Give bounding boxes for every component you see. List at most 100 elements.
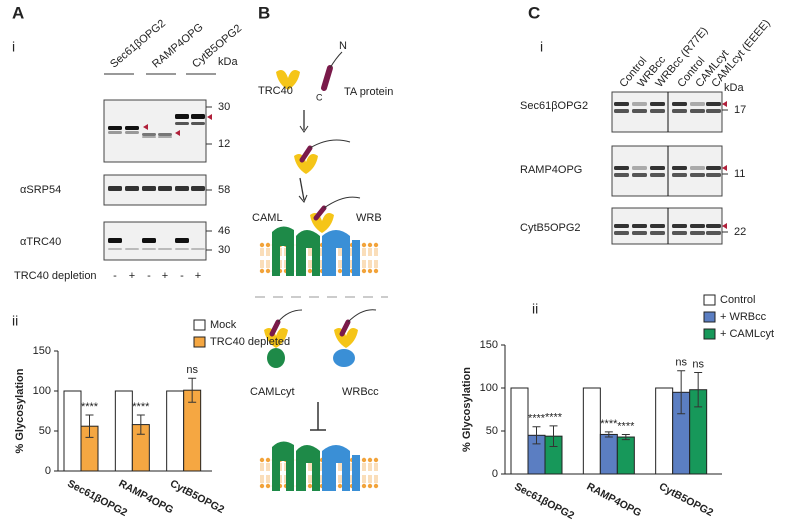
y-tick-label: 100 <box>33 385 51 397</box>
lipid-head <box>373 268 379 274</box>
band <box>108 186 122 191</box>
band <box>158 248 172 250</box>
kda-marker: 30 <box>218 244 230 256</box>
significance-label: **** <box>545 412 563 424</box>
lipid-head <box>361 457 367 463</box>
error-bar <box>677 370 686 415</box>
band <box>672 102 687 106</box>
significance-label: **** <box>81 401 99 413</box>
lipid-head <box>259 242 265 248</box>
lipid-tail <box>362 463 366 483</box>
lipid-head <box>259 268 265 274</box>
significance-label: ns <box>692 358 704 370</box>
panel-label: B <box>258 3 270 22</box>
error-bar <box>694 372 703 408</box>
band <box>142 238 156 243</box>
band <box>142 136 156 138</box>
band <box>650 109 665 113</box>
band <box>690 166 705 170</box>
band <box>191 122 205 125</box>
lipid-head <box>337 483 343 489</box>
lipid-head <box>367 268 373 274</box>
antibody-label: αTRC40 <box>20 236 61 248</box>
lipid-head <box>259 483 265 489</box>
lipid-tail <box>368 248 372 268</box>
kda-marker: 30 <box>218 101 230 113</box>
diagram-label: TA protein <box>344 86 393 98</box>
band <box>125 131 139 134</box>
band <box>672 109 687 113</box>
bar <box>655 387 674 475</box>
lipid-head <box>265 457 271 463</box>
band <box>108 126 122 130</box>
kda-marker: 58 <box>218 184 230 196</box>
band <box>142 186 156 191</box>
lipid-head <box>361 268 367 274</box>
band <box>142 248 156 250</box>
lipid-tail <box>266 248 270 268</box>
band <box>614 109 629 113</box>
y-tick-label: 150 <box>480 339 498 351</box>
arrowhead <box>143 124 148 130</box>
band <box>125 248 139 250</box>
lipid-tail <box>260 463 264 483</box>
x-tick-label: Sec61βOPG2 <box>512 481 576 523</box>
significance-label: **** <box>132 401 150 413</box>
sub-label: i <box>12 39 15 55</box>
sub-label: i <box>540 39 543 55</box>
band <box>690 109 705 113</box>
x-tick-label: RAMP4OPG <box>585 481 644 520</box>
legend-swatch <box>193 336 206 348</box>
diagram-label: CAMLcyt <box>250 386 295 398</box>
diagram-label: C <box>316 92 323 102</box>
diagram-label: WRB <box>356 212 382 224</box>
lipid-tail <box>260 248 264 268</box>
lipid-head <box>367 483 373 489</box>
y-tick-label: 50 <box>39 425 51 437</box>
panel-label: C <box>528 3 540 22</box>
error-bar <box>549 425 558 447</box>
y-tick-label: 100 <box>480 382 498 394</box>
lipid-head <box>265 483 271 489</box>
lipid-head <box>259 457 265 463</box>
band <box>650 231 665 235</box>
blot-label: CytB5OPG2 <box>520 222 581 234</box>
band <box>672 231 687 235</box>
diagram-label: TRC40 <box>258 85 293 97</box>
band <box>632 109 647 113</box>
legend-label: + CAMLcyt <box>720 328 774 340</box>
band <box>191 114 205 119</box>
y-axis-title: % Glycosylation <box>14 368 26 453</box>
band <box>672 173 687 177</box>
lipid-head <box>307 268 313 274</box>
significance-label: ns <box>186 364 198 376</box>
sub-label: ii <box>532 301 538 317</box>
band <box>175 186 189 191</box>
band <box>672 224 687 228</box>
kda-label: kDa <box>724 82 744 94</box>
band <box>706 109 721 113</box>
lipid-head <box>265 268 271 274</box>
bar <box>63 390 82 472</box>
band <box>614 166 629 170</box>
antibody-label: αSRP54 <box>20 184 61 196</box>
arrowhead <box>722 223 727 229</box>
x-tick-label: CytB5OPG2 <box>657 481 715 520</box>
band <box>650 166 665 170</box>
blot <box>611 145 723 197</box>
bar <box>166 390 185 472</box>
lipid-head <box>373 242 379 248</box>
band <box>158 136 172 138</box>
sign: - <box>113 270 117 282</box>
lipid-tail <box>338 463 342 483</box>
band <box>175 238 189 243</box>
row-label: TRC40 depletion <box>14 270 97 282</box>
legend-swatch <box>703 328 716 340</box>
kda-marker: 46 <box>218 225 230 237</box>
sub-label: ii <box>12 313 18 329</box>
lipid-head <box>367 457 373 463</box>
band <box>191 186 205 191</box>
sign: + <box>129 270 135 282</box>
error-bar <box>136 414 145 435</box>
y-tick-label: 0 <box>492 468 498 480</box>
